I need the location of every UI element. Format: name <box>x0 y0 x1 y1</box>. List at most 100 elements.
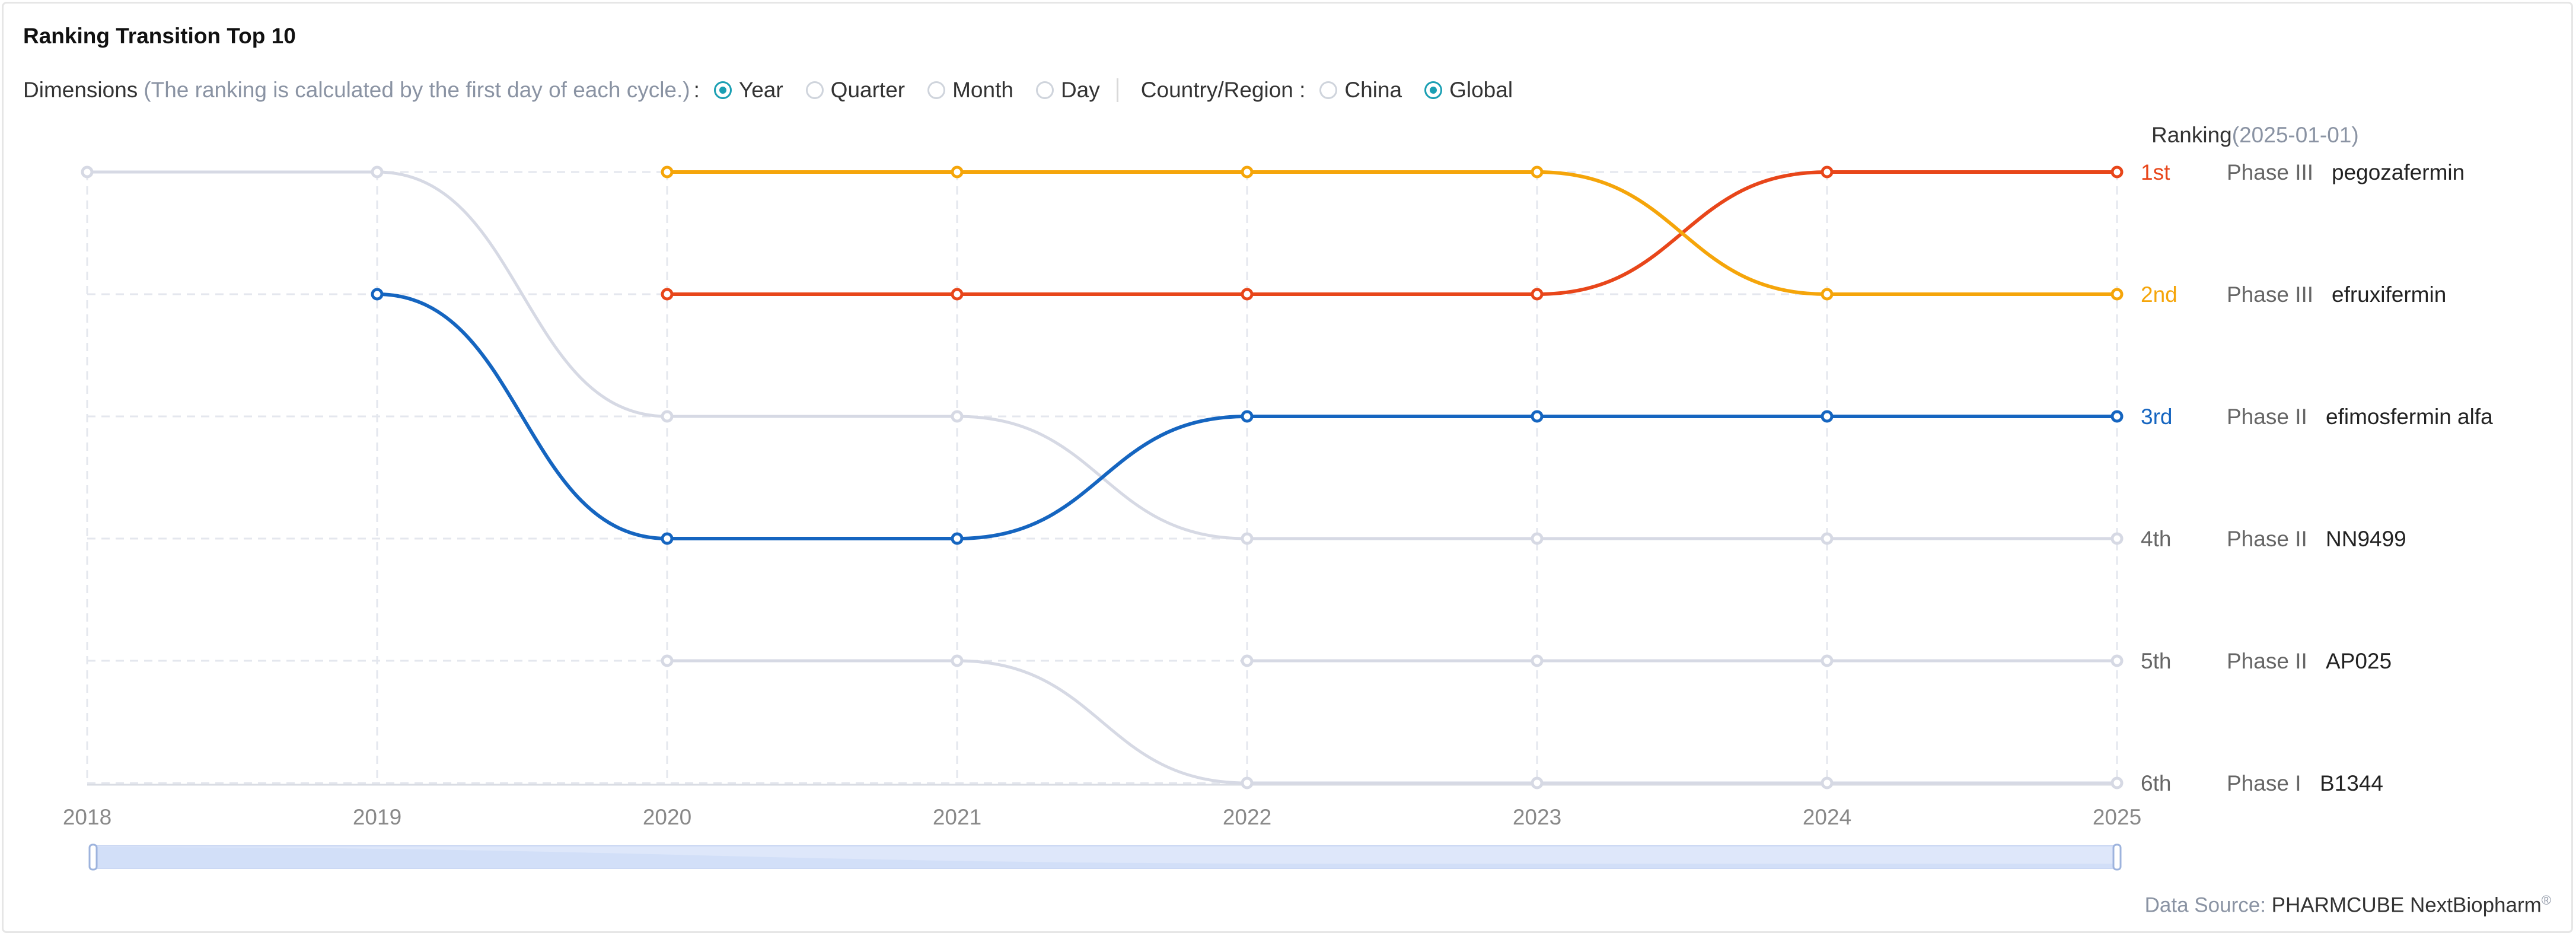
radio-circle-icon <box>927 81 946 99</box>
rank-label: 6th <box>2141 771 2171 795</box>
point-efruxifermin <box>1531 165 1544 179</box>
zoom-handle-right <box>2112 843 2122 871</box>
point-efimosfermin-alfa <box>1241 410 1254 423</box>
radio-global-label: Global <box>1449 78 1513 102</box>
x-tick-label: 2022 <box>1223 805 1271 829</box>
point-ap025 <box>1241 654 1254 667</box>
radio-month-label: Month <box>952 78 1013 102</box>
point-nn9499 <box>2110 532 2124 545</box>
zoom-slider[interactable] <box>88 843 2122 871</box>
x-tick-label: 2021 <box>933 805 981 829</box>
point-pegozafermin <box>1821 165 1834 179</box>
radio-year-label: Year <box>738 78 783 102</box>
radio-circle-icon <box>1424 81 1443 99</box>
point-pegozafermin <box>1531 288 1544 301</box>
point-b1344 <box>951 654 964 667</box>
radio-circle-icon <box>1035 81 1054 99</box>
dimensions-colon: : <box>693 78 700 102</box>
radio-circle-icon <box>1319 81 1338 99</box>
phase-label: Phase I <box>2227 771 2301 795</box>
zoom-handle-left <box>88 843 98 871</box>
zoom-preview-area <box>93 847 2117 868</box>
drug-name-label: efruxifermin <box>2332 282 2446 307</box>
x-tick-label: 2025 <box>2093 805 2141 829</box>
x-tick-label: 2019 <box>353 805 401 829</box>
phase-label: Phase II <box>2227 649 2307 673</box>
point-nn9499 <box>951 410 964 423</box>
point-pegozafermin <box>1241 288 1254 301</box>
data-source-brand: PHARMCUBE NextBiopharm <box>2271 893 2542 917</box>
point-ap025 <box>1821 654 1834 667</box>
point-efruxifermin <box>951 165 964 179</box>
series-line-efimosfermin-alfa <box>377 292 2117 541</box>
rank-label: 5th <box>2141 649 2171 673</box>
radio-china-label: China <box>1344 78 1402 102</box>
point-nn9499 <box>371 165 384 179</box>
radio-china[interactable]: China <box>1319 78 1402 103</box>
series-line-b1344 <box>667 659 2117 785</box>
series-line-pegozafermin <box>667 170 2117 297</box>
point-efimosfermin-alfa <box>661 532 674 545</box>
point-b1344 <box>1531 776 1544 789</box>
rank-label: 1st <box>2141 160 2170 184</box>
radio-quarter-label: Quarter <box>830 78 906 102</box>
drug-name-label: B1344 <box>2320 771 2383 795</box>
point-efruxifermin <box>661 165 674 179</box>
phase-label: Phase II <box>2227 527 2307 551</box>
radio-global[interactable]: Global <box>1424 78 1513 103</box>
phase-label: Phase II <box>2227 405 2307 429</box>
ranking-header-label: Ranking <box>2151 123 2232 147</box>
drug-name-label: AP025 <box>2326 649 2392 673</box>
rank-label: 2nd <box>2141 282 2178 307</box>
point-pegozafermin <box>951 288 964 301</box>
rank-label: 4th <box>2141 527 2171 551</box>
point-efruxifermin <box>2110 288 2124 301</box>
point-nn9499 <box>1241 532 1254 545</box>
data-source-label: Data Source: <box>2144 893 2266 917</box>
chart-points <box>81 165 2124 789</box>
point-b1344 <box>1821 776 1834 789</box>
radio-day[interactable]: Day <box>1035 78 1100 103</box>
radio-year[interactable]: Year <box>713 78 783 103</box>
region-label: Country/Region : <box>1140 78 1306 102</box>
x-tick-label: 2024 <box>1803 805 1851 829</box>
chart-title: Ranking Transition Top 10 <box>23 24 296 48</box>
point-efimosfermin-alfa <box>951 532 964 545</box>
point-efimosfermin-alfa <box>1531 410 1544 423</box>
radio-quarter[interactable]: Quarter <box>805 78 906 103</box>
dimensions-note: (The ranking is calculated by the first … <box>144 78 690 102</box>
chart-labels: Ranking(2025-01-01) 2018 2019 2020 2021 2022… <box>63 123 2493 829</box>
filter-divider <box>1116 78 1118 102</box>
point-pegozafermin <box>2110 165 2124 179</box>
radio-circle-icon <box>713 81 732 99</box>
phase-label: Phase III <box>2227 160 2313 184</box>
point-ap025 <box>2110 654 2124 667</box>
dimensions-label: Dimensions <box>23 78 138 102</box>
point-efruxifermin <box>1821 288 1834 301</box>
drug-name-label: efimosfermin alfa <box>2326 405 2493 429</box>
point-b1344 <box>2110 776 2124 789</box>
point-ap025 <box>1531 654 1544 667</box>
phase-label: Phase III <box>2227 282 2313 307</box>
chart-lines <box>87 170 2117 785</box>
radio-day-label: Day <box>1060 78 1100 102</box>
point-efruxifermin <box>1241 165 1254 179</box>
drug-name-label: NN9499 <box>2326 527 2406 551</box>
ranking-header: Ranking(2025-01-01) <box>2151 123 2359 147</box>
rank-label: 3rd <box>2141 405 2172 429</box>
point-efimosfermin-alfa <box>1821 410 1834 423</box>
radio-circle-icon <box>805 81 824 99</box>
point-nn9499 <box>661 410 674 423</box>
point-b1344 <box>1241 776 1254 789</box>
x-tick-label: 2020 <box>643 805 691 829</box>
registered-mark: ® <box>2541 893 2551 908</box>
zoom-selection <box>93 846 2117 868</box>
drug-name-label: pegozafermin <box>2332 160 2465 184</box>
x-tick-label: 2018 <box>63 805 111 829</box>
radio-month[interactable]: Month <box>927 78 1013 103</box>
series-line-efruxifermin <box>667 170 2117 297</box>
point-efimosfermin-alfa <box>2110 410 2124 423</box>
series-line-nn9499 <box>87 170 2117 540</box>
